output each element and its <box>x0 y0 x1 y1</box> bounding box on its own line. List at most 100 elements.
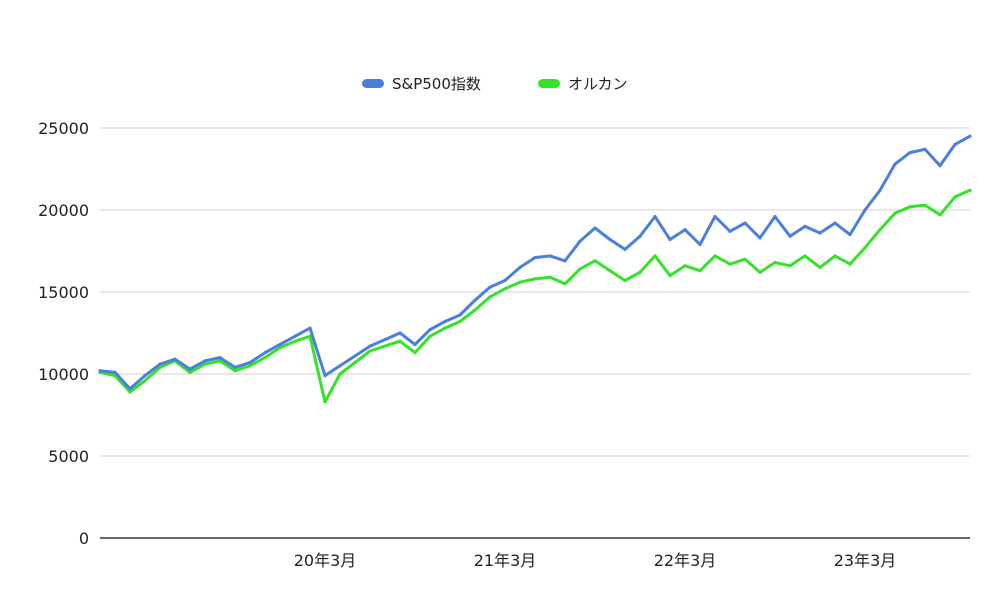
data-point <box>128 390 132 394</box>
data-point <box>323 400 327 404</box>
data-point <box>593 259 597 263</box>
data-point <box>338 372 342 376</box>
data-point <box>473 308 477 312</box>
data-point <box>713 254 717 258</box>
data-point <box>803 224 807 228</box>
legend-swatch <box>362 79 384 88</box>
data-point <box>113 370 117 374</box>
data-point <box>353 354 357 358</box>
data-point <box>893 211 897 215</box>
data-point <box>863 246 867 250</box>
data-point <box>923 203 927 207</box>
data-point <box>893 162 897 166</box>
data-point <box>233 365 237 370</box>
data-point <box>938 164 942 168</box>
data-point <box>623 278 627 283</box>
data-point <box>98 369 102 373</box>
data-point <box>638 234 642 238</box>
data-point <box>578 239 582 243</box>
data-point <box>188 370 192 374</box>
data-point <box>278 342 282 347</box>
data-point <box>383 344 387 348</box>
x-tick-label: 23年3月 <box>834 551 897 570</box>
y-tick-label: 25000 <box>38 119 89 138</box>
data-point <box>608 237 612 242</box>
data-point <box>413 351 417 355</box>
data-point <box>293 339 297 343</box>
data-point <box>683 228 687 232</box>
data-point <box>233 369 237 373</box>
data-point <box>368 349 372 353</box>
grid-lines <box>100 127 970 457</box>
data-point <box>818 265 822 269</box>
data-point <box>833 221 837 225</box>
data-point <box>248 364 252 368</box>
data-point <box>353 360 357 365</box>
data-point <box>728 262 732 266</box>
data-point <box>878 188 882 192</box>
data-point <box>533 255 537 260</box>
data-point <box>323 374 327 378</box>
y-tick-label: 5000 <box>48 447 89 466</box>
data-point <box>743 221 747 225</box>
data-point <box>653 214 657 219</box>
legend: S&P500指数 オルカン <box>362 75 628 93</box>
data-point <box>848 262 852 266</box>
data-point <box>818 231 822 235</box>
data-point <box>503 287 507 291</box>
data-point <box>638 270 642 274</box>
data-point <box>788 264 792 268</box>
data-point <box>698 242 702 247</box>
y-tick-label: 0 <box>79 529 89 548</box>
series-line <box>98 134 972 391</box>
data-point <box>458 313 462 317</box>
x-tick-label: 21年3月 <box>474 551 537 570</box>
data-point <box>908 205 912 209</box>
data-point <box>608 269 612 273</box>
data-point <box>443 319 447 324</box>
data-point <box>863 208 867 212</box>
data-point <box>503 278 507 283</box>
data-point <box>668 237 672 242</box>
data-point <box>548 254 552 258</box>
data-point <box>848 233 852 237</box>
data-point <box>203 359 207 363</box>
data-point <box>338 364 342 368</box>
data-point <box>443 326 447 330</box>
series-line <box>98 188 972 404</box>
data-point <box>518 265 522 269</box>
data-point <box>758 236 762 240</box>
data-point <box>938 213 942 217</box>
axes: 0 5000 10000 15000 20000 25000 20年3月 21年3月 22年3月… <box>38 119 970 570</box>
series-lines <box>98 134 972 404</box>
data-point <box>488 285 492 289</box>
x-tick-label: 22年3月 <box>654 551 717 570</box>
data-point <box>368 344 372 348</box>
data-point <box>428 328 432 332</box>
data-point <box>143 374 147 378</box>
data-point <box>413 342 417 347</box>
data-point <box>773 260 777 265</box>
data-point <box>248 360 252 365</box>
data-point <box>773 214 777 219</box>
data-point <box>758 270 762 274</box>
data-point <box>263 356 267 360</box>
data-point <box>173 357 177 361</box>
data-point <box>803 254 807 258</box>
data-point <box>653 254 657 258</box>
data-point <box>683 264 687 268</box>
data-point <box>623 247 627 251</box>
data-point <box>743 257 747 261</box>
data-point <box>143 378 147 383</box>
data-point <box>878 228 882 232</box>
data-point <box>458 319 462 324</box>
data-point <box>218 356 222 360</box>
data-point <box>308 326 312 330</box>
data-point <box>218 359 222 363</box>
data-point <box>188 367 192 371</box>
data-point <box>968 134 972 138</box>
data-point <box>158 362 162 366</box>
data-point <box>383 337 387 342</box>
